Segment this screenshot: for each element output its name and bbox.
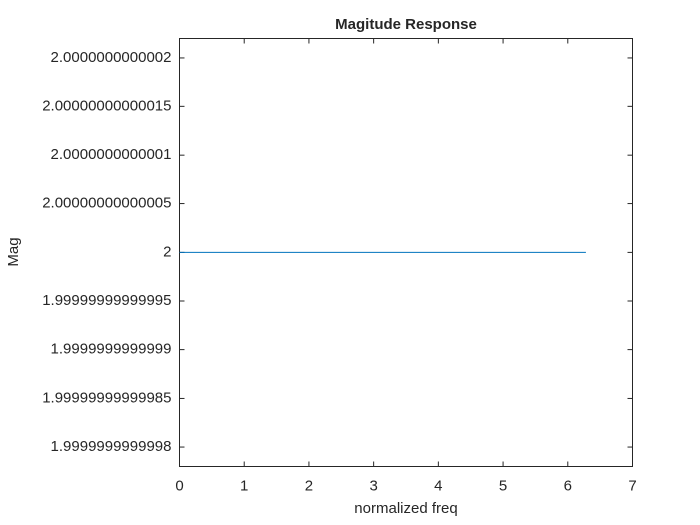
y-tick-label: 1.99999999999985: [42, 389, 171, 406]
x-tick-label: 0: [175, 477, 183, 494]
y-tick-label: 2: [163, 243, 171, 260]
x-tick-label: 7: [628, 477, 636, 494]
x-tick-label: 5: [499, 477, 507, 494]
x-tick-label: 4: [434, 477, 442, 494]
x-axis-label: normalized freq: [354, 500, 457, 517]
y-tick-label: 2.00000000000005: [42, 195, 171, 212]
x-tick-label: 6: [564, 477, 572, 494]
y-tick-label: 1.9999999999998: [51, 438, 172, 455]
x-tick-label: 3: [369, 477, 377, 494]
x-tick-label: 2: [305, 477, 313, 494]
y-tick-label: 2.00000000000015: [42, 97, 171, 114]
y-tick-label: 1.9999999999999: [51, 341, 172, 358]
y-axis-label: Mag: [5, 237, 22, 266]
x-tick-label: 1: [240, 477, 248, 494]
chart-title: Magitude Response: [335, 16, 477, 33]
y-tick-label: 2.0000000000002: [51, 49, 172, 66]
y-tick-label: 2.0000000000001: [51, 146, 172, 163]
y-tick-label: 1.99999999999995: [42, 292, 171, 309]
